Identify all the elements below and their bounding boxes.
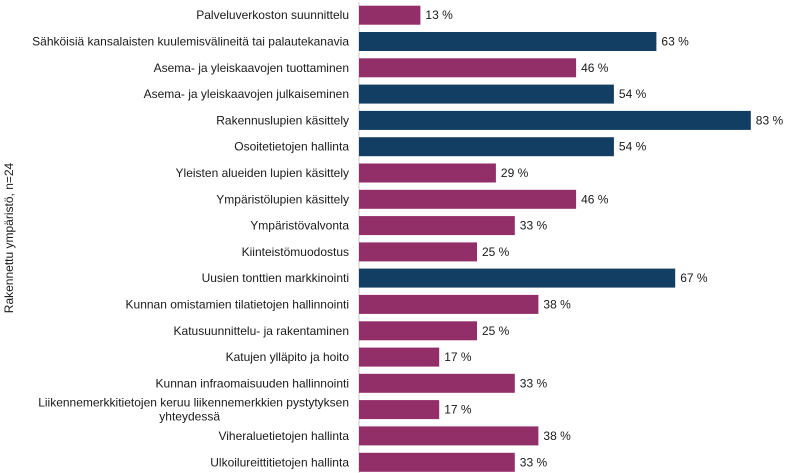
bar xyxy=(359,347,440,367)
bar xyxy=(359,163,496,183)
bar xyxy=(359,32,657,51)
data-label: 25 % xyxy=(482,324,510,338)
bar xyxy=(359,400,440,420)
category-label: Rakennuslupien käsittely xyxy=(216,113,349,127)
category-label: Ympäristölupien käsittely xyxy=(216,192,349,206)
bar xyxy=(359,452,515,472)
data-label: 54 % xyxy=(619,140,647,154)
bar xyxy=(359,294,539,314)
bar xyxy=(359,189,577,209)
category-label: Asema- ja yleiskaavojen julkaiseminen xyxy=(144,87,349,101)
category-label: Kiinteistömuodostus xyxy=(242,245,349,259)
y-axis-title: Rakennettu ympäristö, n=24 xyxy=(2,162,16,313)
data-label: 33 % xyxy=(520,455,548,469)
data-label: 63 % xyxy=(661,35,689,49)
data-label: 13 % xyxy=(425,8,453,22)
bar xyxy=(359,58,577,78)
bar xyxy=(359,84,614,104)
data-label: 67 % xyxy=(680,271,708,285)
data-label: 54 % xyxy=(619,87,647,101)
data-label: 17 % xyxy=(444,350,472,364)
data-label: 46 % xyxy=(581,61,609,75)
data-label: 38 % xyxy=(543,297,571,311)
bar xyxy=(359,110,751,130)
category-label: Yleisten alueiden lupien käsittely xyxy=(176,166,349,180)
category-label: Osoitetietojen hallinta xyxy=(234,140,349,154)
data-label: 25 % xyxy=(482,245,510,259)
category-label: Viheraluetietojen hallinta xyxy=(218,429,349,443)
bar xyxy=(359,426,539,446)
category-label: Sähköisiä kansalaisten kuulemisvälineitä… xyxy=(32,35,349,49)
data-label: 33 % xyxy=(520,376,548,390)
bar xyxy=(359,268,676,288)
bar xyxy=(359,373,515,393)
data-label: 33 % xyxy=(520,219,548,233)
category-label: Liikennemerkkitietojen keruu liikennemer… xyxy=(38,396,349,424)
category-label: Ympäristövalvonta xyxy=(250,219,349,233)
category-label: Uusien tonttien markkinointi xyxy=(202,271,349,285)
category-label: Ulkoilureittitietojen hallinta xyxy=(210,455,349,469)
data-label: 83 % xyxy=(756,113,784,127)
bar xyxy=(359,137,614,157)
category-label: Kunnan omistamien tilatietojen hallinnoi… xyxy=(126,297,349,311)
category-label: Asema- ja yleiskaavojen tuottaminen xyxy=(154,61,349,75)
data-label: 38 % xyxy=(543,429,571,443)
category-label: Kunnan infraomaisuuden hallinnointi xyxy=(156,376,349,390)
bar xyxy=(359,321,477,341)
data-label: 17 % xyxy=(444,403,472,417)
bar xyxy=(359,216,515,236)
category-label: Palveluverkoston suunnittelu xyxy=(196,8,349,22)
bar xyxy=(359,5,421,25)
bars-group: 13 % Palveluverkoston suunnittelu 63 % Sähk… xyxy=(32,5,784,472)
bar xyxy=(359,242,477,262)
category-label: Katusuunnittelu- ja rakentaminen xyxy=(174,324,349,338)
category-label: Katujen ylläpito ja hoito xyxy=(226,350,350,364)
data-label: 29 % xyxy=(501,166,529,180)
data-label: 46 % xyxy=(581,192,609,206)
